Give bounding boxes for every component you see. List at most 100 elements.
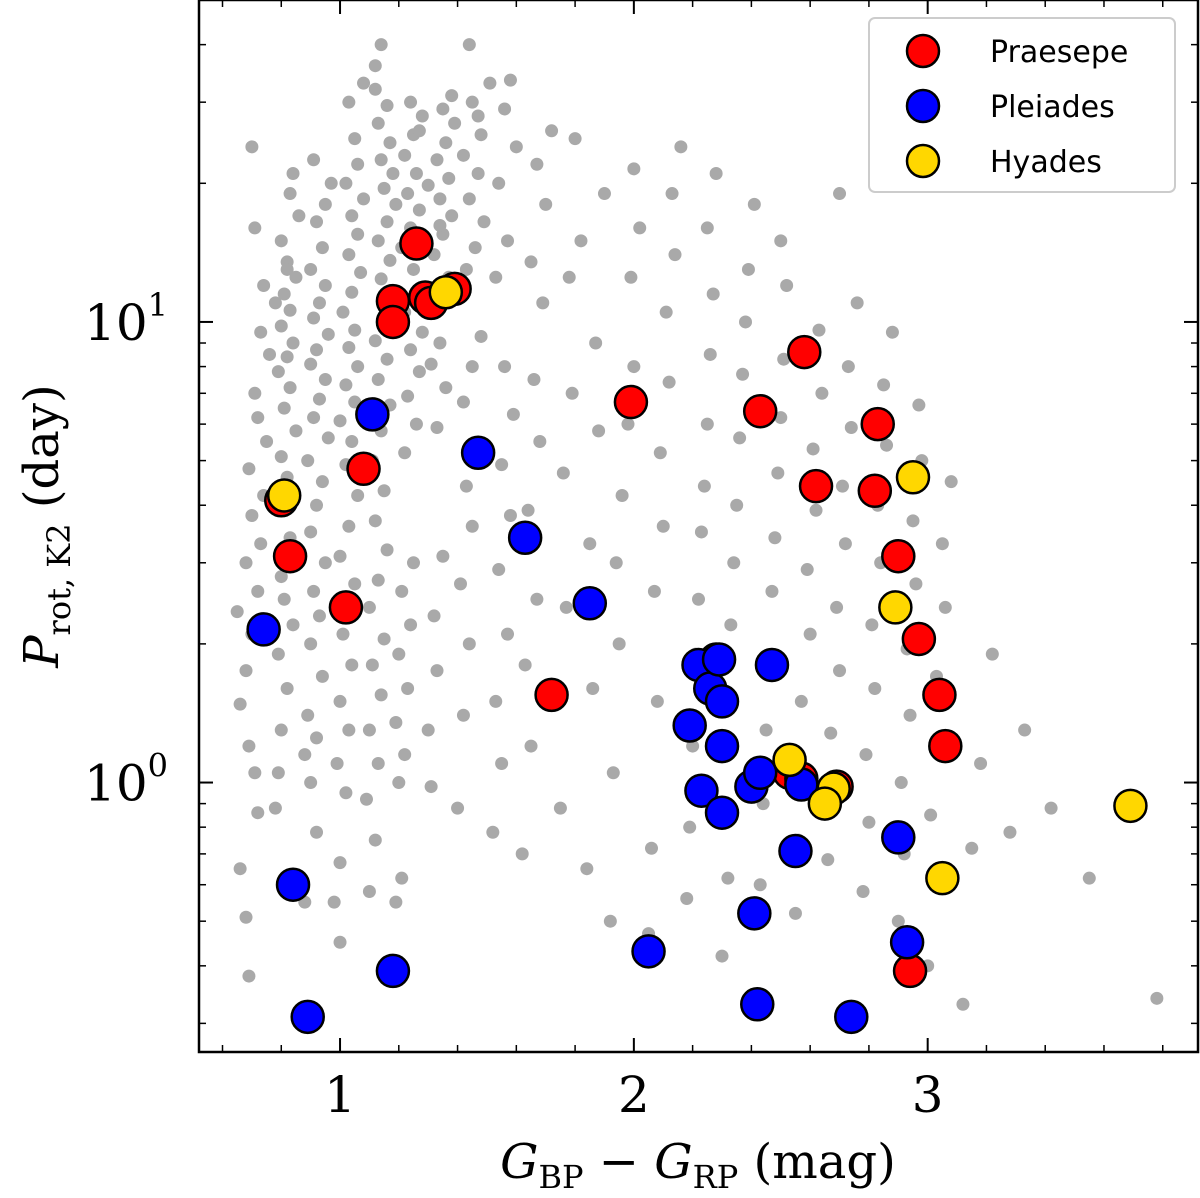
background-point (462, 38, 476, 52)
background-point (242, 462, 256, 476)
background-point (800, 563, 814, 577)
background-point (615, 488, 629, 502)
background-point (283, 381, 297, 395)
background-point (568, 132, 582, 146)
background-point (333, 856, 347, 870)
background-point (521, 503, 535, 517)
background-point (421, 178, 435, 192)
background-point (715, 949, 729, 963)
background-point (310, 731, 324, 745)
background-point (242, 739, 256, 753)
background-point (909, 577, 923, 591)
background-point (436, 102, 450, 116)
background-point (465, 95, 479, 109)
background-point (339, 378, 353, 392)
background-point (342, 248, 356, 262)
background-point (362, 600, 376, 614)
background-point (327, 895, 341, 909)
legend-box (868, 17, 1176, 193)
background-point (439, 381, 453, 395)
hyades-point (878, 590, 913, 625)
pleiades-point (778, 833, 813, 869)
background-point (412, 365, 426, 379)
background-point (383, 253, 397, 267)
background-point (533, 435, 547, 449)
background-point (597, 187, 611, 201)
background-point (342, 95, 356, 109)
background-point (312, 392, 326, 406)
background-point (974, 756, 988, 770)
background-point (633, 221, 647, 235)
background-point (374, 688, 388, 702)
background-point (647, 584, 661, 598)
background-point (859, 748, 873, 762)
plot-frame (197, 0, 1200, 1054)
background-point (351, 227, 365, 241)
background-point (530, 592, 544, 606)
background-point (339, 176, 353, 190)
background-point (644, 841, 658, 855)
background-point (321, 327, 335, 341)
background-point (389, 895, 403, 909)
background-point (586, 682, 600, 696)
background-point (260, 435, 274, 449)
background-point (603, 914, 617, 928)
background-point (315, 241, 329, 255)
background-point (627, 360, 641, 374)
background-point (377, 181, 391, 195)
background-point (304, 357, 318, 371)
background-point (254, 537, 268, 551)
background-point (456, 395, 470, 409)
pleiades-point (375, 953, 411, 989)
background-point (368, 514, 382, 528)
background-point (389, 197, 403, 211)
background-point (721, 871, 735, 885)
background-point (1018, 723, 1032, 737)
background-point (683, 820, 697, 834)
background-point (777, 352, 791, 366)
background-point (736, 367, 750, 381)
background-point (242, 969, 256, 983)
background-point (304, 776, 318, 790)
background-point (903, 708, 917, 722)
background-point (1044, 801, 1058, 815)
background-point (1003, 825, 1017, 839)
background-point (530, 157, 544, 171)
background-point (556, 466, 570, 480)
background-point (310, 825, 324, 839)
background-point (503, 508, 517, 522)
background-point (324, 176, 338, 190)
background-point (436, 549, 450, 563)
background-point (251, 584, 265, 598)
background-point (351, 488, 365, 502)
background-point (794, 694, 808, 708)
legend-marker-praesepe (905, 33, 941, 69)
background-point (518, 658, 532, 672)
pleiades-point (754, 647, 790, 683)
x-tick-label: 1 (324, 1066, 356, 1124)
background-point (280, 682, 294, 696)
background-point (462, 192, 476, 206)
background-point (239, 910, 253, 924)
y-axis-title-sub: rot, K2 (40, 523, 78, 635)
background-point (456, 148, 470, 162)
background-point (509, 140, 523, 154)
legend-label-pleiades: Pleiades (990, 90, 1115, 125)
background-point (412, 203, 426, 217)
background-point (686, 739, 700, 753)
background-point (668, 248, 682, 262)
background-point (609, 556, 623, 570)
background-point (835, 479, 849, 493)
pleiades-point (631, 934, 666, 969)
hyades-point (428, 275, 464, 310)
y-axis-title: Prot, K2 (day) (14, 384, 78, 669)
background-point (401, 187, 415, 201)
background-point (374, 38, 388, 52)
background-point (245, 140, 259, 154)
background-point (694, 525, 708, 539)
pleiades-point (684, 773, 719, 808)
legend-label-praesepe: Praesepe (990, 35, 1128, 70)
background-point (545, 124, 559, 138)
background-point (562, 270, 576, 284)
background-point (733, 431, 747, 445)
